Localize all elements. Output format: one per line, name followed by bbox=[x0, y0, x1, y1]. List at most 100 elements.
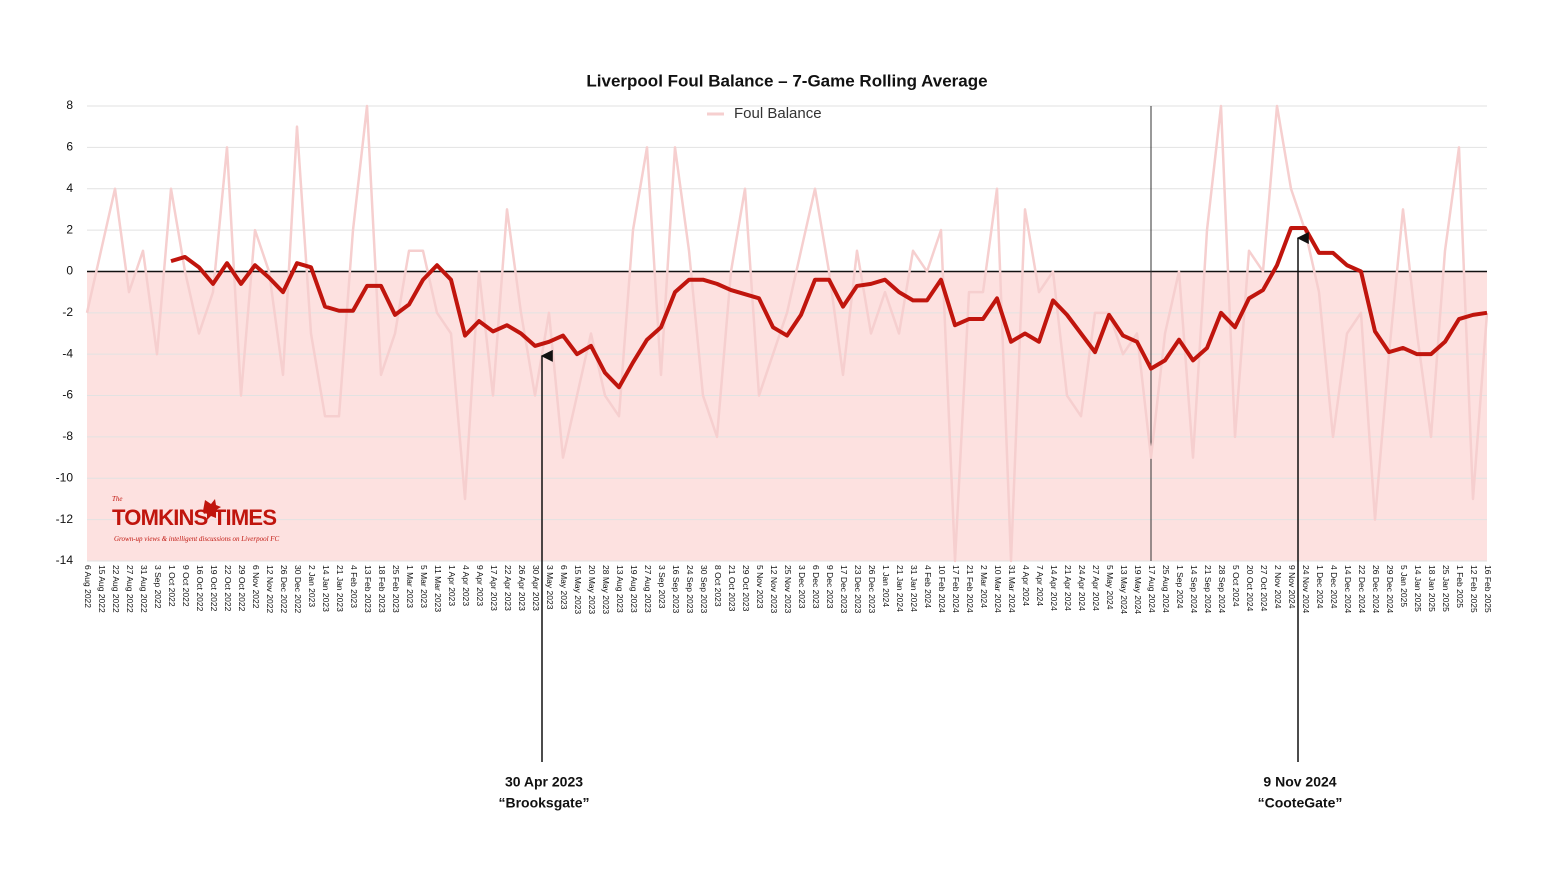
x-tick-label: 21 Apr 2024 bbox=[1063, 565, 1073, 611]
x-tick-label: 17 Dec 2023 bbox=[839, 565, 849, 613]
x-tick-label: 28 Sep 2024 bbox=[1217, 565, 1227, 613]
x-tick-label: 27 Oct 2024 bbox=[1259, 565, 1269, 612]
y-tick-label: 4 bbox=[66, 181, 73, 195]
x-tick-label: 21 Jan 2024 bbox=[895, 565, 905, 612]
x-tick-label: 16 Sep 2023 bbox=[671, 565, 681, 613]
x-tick-label: 30 Apr 2023 bbox=[531, 565, 541, 611]
x-tick-label: 3 Dec 2023 bbox=[797, 565, 807, 609]
x-tick-label: 3 Sep 2022 bbox=[153, 565, 163, 609]
x-tick-label: 14 Sep 2024 bbox=[1189, 565, 1199, 613]
x-tick-label: 12 Nov 2022 bbox=[265, 565, 275, 613]
x-tick-label: 13 May 2024 bbox=[1119, 565, 1129, 614]
x-tick-label: 24 Nov 2024 bbox=[1301, 565, 1311, 613]
x-tick-label: 26 Dec 2022 bbox=[279, 565, 289, 613]
x-tick-label: 5 Jan 2025 bbox=[1399, 565, 1409, 607]
x-tick-label: 4 Dec 2024 bbox=[1329, 565, 1339, 609]
x-tick-label: 9 Apr 2023 bbox=[475, 565, 485, 606]
x-tick-label: 1 Jan 2024 bbox=[881, 565, 891, 607]
x-tick-label: 10 Mar 2024 bbox=[993, 565, 1003, 613]
y-tick-label: -6 bbox=[62, 388, 73, 402]
x-tick-label: 13 Feb 2023 bbox=[363, 565, 373, 613]
x-tick-label: 9 Oct 2022 bbox=[181, 565, 191, 607]
y-tick-label: -8 bbox=[62, 429, 73, 443]
x-tick-label: 26 Dec 2024 bbox=[1371, 565, 1381, 613]
x-tick-label: 3 Sep 2023 bbox=[657, 565, 667, 609]
x-tick-label: 14 Jan 2023 bbox=[321, 565, 331, 612]
x-tick-label: 6 Nov 2022 bbox=[251, 565, 261, 609]
x-tick-label: 9 Dec 2023 bbox=[825, 565, 835, 609]
y-tick-label: -4 bbox=[62, 346, 73, 360]
x-tick-label: 24 Apr 2024 bbox=[1077, 565, 1087, 611]
x-tick-label: 14 Dec 2024 bbox=[1343, 565, 1353, 613]
x-tick-label: 1 Feb 2025 bbox=[1455, 565, 1465, 608]
x-tick-label: 17 Feb 2024 bbox=[951, 565, 961, 613]
x-tick-label: 21 Oct 2023 bbox=[727, 565, 737, 612]
x-tick-label: 22 Apr 2023 bbox=[503, 565, 513, 611]
x-tick-label: 23 Dec 2023 bbox=[853, 565, 863, 613]
x-tick-label: 1 Sep 2024 bbox=[1175, 565, 1185, 609]
chart-title: Liverpool Foul Balance – 7-Game Rolling … bbox=[586, 71, 987, 90]
x-tick-label: 12 Feb 2025 bbox=[1469, 565, 1479, 613]
x-tick-label: 9 Nov 2024 bbox=[1287, 565, 1297, 609]
legend-label: Foul Balance bbox=[734, 105, 822, 122]
negative-band bbox=[87, 271, 1487, 561]
x-tick-label: 27 Apr 2024 bbox=[1091, 565, 1101, 611]
annotation-label: “CooteGate” bbox=[1258, 795, 1343, 811]
watermark-name: TOMKINS TIMES bbox=[112, 505, 277, 530]
x-tick-label: 5 Mar 2023 bbox=[419, 565, 429, 608]
annotation-date: 30 Apr 2023 bbox=[505, 774, 583, 790]
x-tick-label: 21 Feb 2024 bbox=[965, 565, 975, 613]
x-tick-label: 19 Oct 2022 bbox=[209, 565, 219, 612]
x-tick-label: 28 May 2023 bbox=[601, 565, 611, 614]
x-tick-label: 13 Aug 2023 bbox=[615, 565, 625, 613]
y-tick-label: 8 bbox=[66, 98, 73, 112]
x-tick-label: 11 Mar 2023 bbox=[433, 565, 443, 612]
liverbird bbox=[203, 499, 221, 520]
x-tick-label: 27 Aug 2023 bbox=[643, 565, 653, 613]
x-tick-label: 26 Dec 2023 bbox=[867, 565, 877, 613]
x-tick-label: 2 Jan 2023 bbox=[307, 565, 317, 607]
annotation-label: “Brooksgate” bbox=[498, 795, 589, 811]
y-tick-label: 0 bbox=[66, 264, 73, 278]
x-tick-label: 30 Dec 2022 bbox=[293, 565, 303, 613]
y-tick-label: 6 bbox=[66, 140, 73, 154]
watermark-tagline: Grown-up views & intelligent discussions… bbox=[114, 535, 280, 543]
x-tick-label: 21 Jan 2023 bbox=[335, 565, 345, 612]
watermark: The TOMKINS TIMES Grown-up views & intelli… bbox=[112, 495, 280, 543]
x-tick-label: 4 Apr 2023 bbox=[461, 565, 471, 606]
x-tick-label: 30 Sep 2023 bbox=[699, 565, 709, 613]
x-tick-label: 4 Feb 2024 bbox=[923, 565, 933, 608]
rolling-average-line bbox=[170, 226, 1488, 390]
x-tick-label: 31 Jan 2024 bbox=[909, 565, 919, 612]
x-tick-label: 8 Oct 2023 bbox=[713, 565, 723, 607]
x-tick-label: 22 Oct 2022 bbox=[223, 565, 233, 612]
x-tick-label: 22 Dec 2024 bbox=[1357, 565, 1367, 613]
x-tick-label: 31 Aug 2022 bbox=[139, 565, 149, 613]
x-tick-label: 14 Jan 2025 bbox=[1413, 565, 1423, 612]
x-tick-label: 5 May 2024 bbox=[1105, 565, 1115, 610]
x-tick-label: 21 Sep 2024 bbox=[1203, 565, 1213, 613]
x-tick-label: 19 May 2024 bbox=[1133, 565, 1143, 614]
x-tick-label: 1 Apr 2023 bbox=[447, 565, 457, 606]
x-tick-label: 4 Feb 2023 bbox=[349, 565, 359, 608]
y-tick-label: -2 bbox=[62, 305, 73, 319]
x-tick-label: 4 Apr 2024 bbox=[1021, 565, 1031, 606]
x-tick-label: 18 Feb 2023 bbox=[377, 565, 387, 613]
x-tick-label: 12 Nov 2023 bbox=[769, 565, 779, 613]
x-tick-label: 25 Jan 2025 bbox=[1441, 565, 1451, 612]
x-tick-label: 6 Aug 2022 bbox=[83, 565, 93, 608]
x-tick-label: 17 Aug 2024 bbox=[1147, 565, 1157, 613]
x-tick-label: 2 Mar 2024 bbox=[979, 565, 989, 608]
x-tick-label: 25 Aug 2024 bbox=[1161, 565, 1171, 613]
y-tick-label: -12 bbox=[56, 512, 74, 526]
x-tick-label: 1 Oct 2022 bbox=[167, 565, 177, 607]
y-tick-label: -10 bbox=[56, 470, 74, 484]
x-tick-label: 27 Aug 2022 bbox=[125, 565, 135, 613]
x-tick-label: 31 Mar 2024 bbox=[1007, 565, 1017, 613]
x-tick-label: 29 Oct 2023 bbox=[741, 565, 751, 612]
x-tick-label: 7 Apr 2024 bbox=[1035, 565, 1045, 606]
x-tick-label: 5 Oct 2024 bbox=[1231, 565, 1241, 607]
x-tick-label: 26 Apr 2023 bbox=[517, 565, 527, 611]
x-tick-label: 16 Feb 2025 bbox=[1483, 565, 1493, 613]
